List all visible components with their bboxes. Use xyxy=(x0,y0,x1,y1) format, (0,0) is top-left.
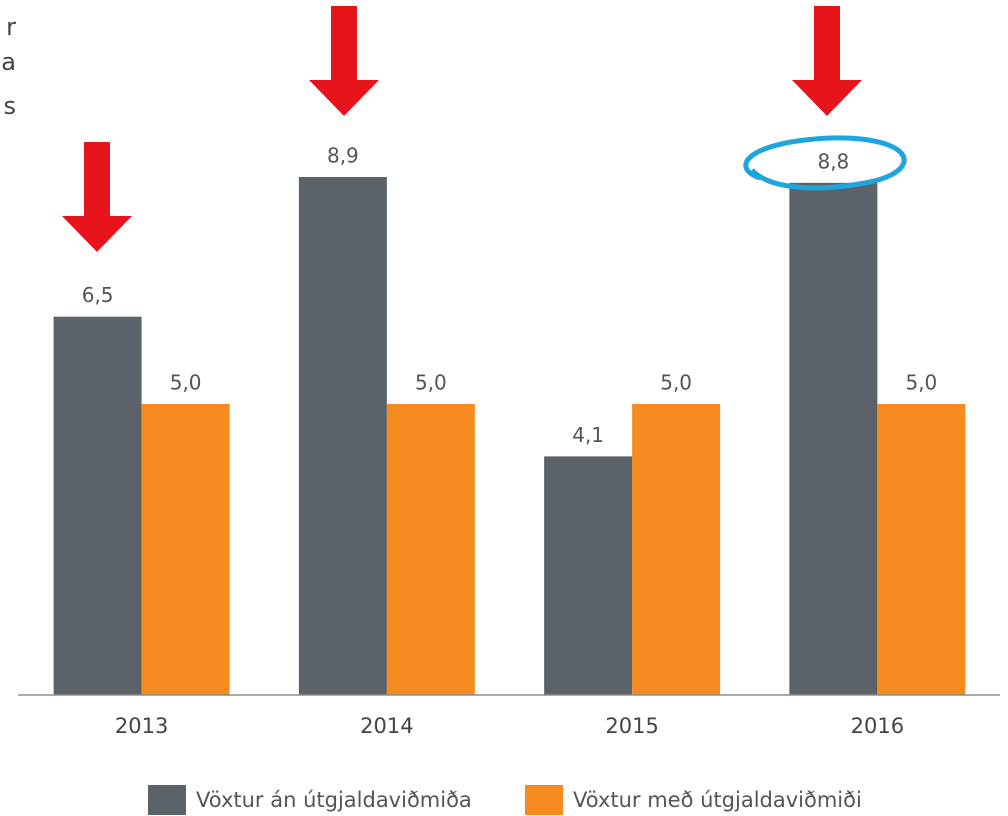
arrow xyxy=(309,6,379,116)
bar xyxy=(53,316,142,695)
value-label: 6,5 xyxy=(82,283,114,307)
legend-label: Vöxtur án útgjaldaviðmiða xyxy=(196,788,472,812)
value-label: 4,1 xyxy=(572,423,604,447)
annotation: r xyxy=(6,13,16,41)
annotation: a xyxy=(1,48,16,76)
value-label: 5,0 xyxy=(660,371,692,395)
value-label: 8,8 xyxy=(817,149,849,173)
bar xyxy=(789,182,878,696)
x-tick-label: 2016 xyxy=(851,714,904,738)
arrow xyxy=(62,142,132,252)
x-tick-label: 2015 xyxy=(605,714,658,738)
legend-label: Vöxtur með útgjaldaviðmiði xyxy=(573,788,862,812)
value-label: 8,9 xyxy=(327,144,359,168)
highlight-circle xyxy=(743,135,907,191)
bar xyxy=(877,404,966,695)
x-tick-label: 2014 xyxy=(360,714,413,738)
value-label: 5,0 xyxy=(415,371,447,395)
legend-swatch xyxy=(148,785,186,815)
bar xyxy=(386,404,475,695)
decorations xyxy=(62,6,862,252)
bar xyxy=(632,404,721,695)
bar xyxy=(141,404,230,695)
bar xyxy=(298,177,387,695)
value-label: 5,0 xyxy=(905,371,937,395)
value-label: 5,0 xyxy=(170,371,202,395)
annotation: s xyxy=(3,92,16,120)
legend-swatch xyxy=(525,785,563,815)
arrow xyxy=(792,6,862,116)
x-tick-label: 2013 xyxy=(115,714,168,738)
bar xyxy=(544,456,633,695)
